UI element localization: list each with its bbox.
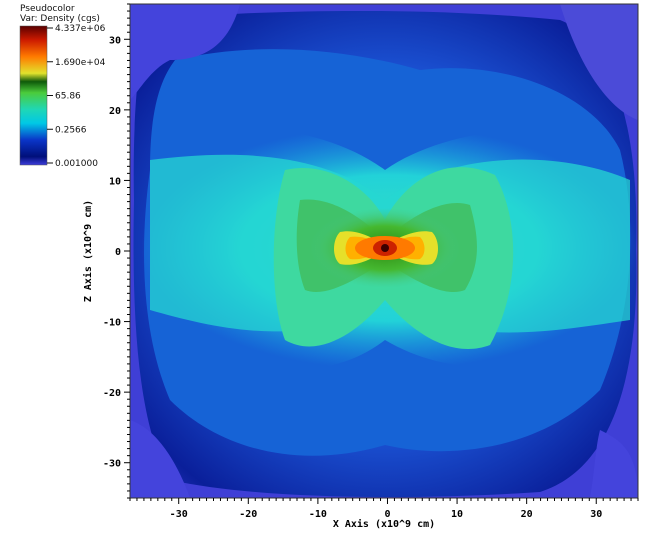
y-tick-label: -10 — [103, 318, 121, 329]
legend-variable: Var: Density (cgs) — [20, 14, 100, 24]
x-tick-label: -20 — [239, 509, 257, 520]
y-tick-label: 30 — [109, 35, 121, 46]
x-tick-label: -10 — [309, 509, 327, 520]
colorbar-label: 0.2566 — [55, 125, 87, 135]
legend-title: Pseudocolor — [20, 4, 75, 14]
colorbar-label: 65.86 — [55, 91, 81, 101]
colorbar — [19, 25, 48, 166]
y-tick-label: -20 — [103, 388, 121, 399]
x-tick-label: 30 — [590, 509, 602, 520]
y-tick-label: -30 — [103, 459, 121, 470]
x-tick-label: -30 — [170, 509, 188, 520]
colorbar-labels: 4.337e+06 1.690e+04 65.86 0.2566 0.001000 — [47, 24, 106, 169]
x-axis: -30 -20 -10 0 10 20 30 — [129, 498, 639, 520]
x-axis-title: X Axis (x10^9 cm) — [333, 518, 435, 530]
y-tick-label: 10 — [109, 176, 121, 187]
x-tick-label: 20 — [521, 509, 533, 520]
y-tick-label: 20 — [109, 106, 121, 117]
colorbar-label: 0.001000 — [55, 159, 98, 169]
colorbar-label: 4.337e+06 — [55, 24, 106, 34]
density-field — [130, 4, 638, 498]
y-axis: -30 -20 -10 0 10 20 30 — [103, 3, 130, 499]
y-tick-label: 0 — [115, 247, 121, 258]
y-axis-title: Z Axis (x10^9 cm) — [82, 200, 94, 302]
x-tick-label: 10 — [451, 509, 463, 520]
colorbar-label: 1.690e+04 — [55, 58, 106, 68]
x-tick-label: 0 — [384, 509, 390, 520]
